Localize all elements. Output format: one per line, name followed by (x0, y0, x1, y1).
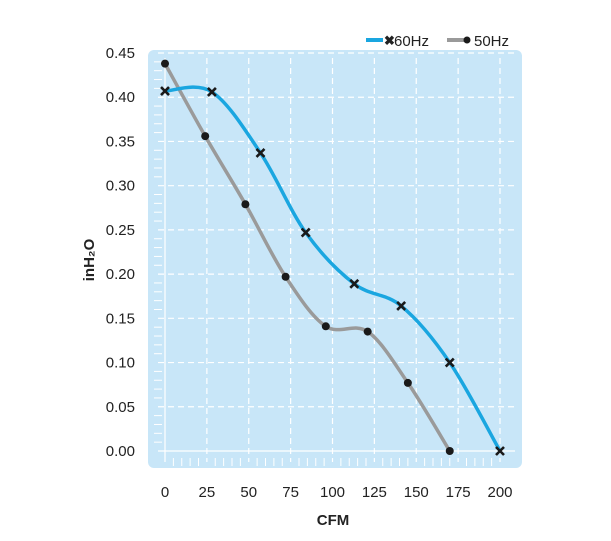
x-tick-label: 175 (446, 484, 471, 501)
y-tick-label: 0.00 (106, 443, 135, 460)
x-tick-label: 100 (320, 484, 345, 501)
legend-marker-60hz: ✖ (384, 33, 395, 48)
y-tick-label: 0.35 (106, 133, 135, 150)
data-point-50hz (403, 378, 412, 387)
data-point-50hz (363, 327, 372, 336)
data-point-50hz (161, 59, 169, 68)
data-point-60hz (206, 86, 217, 97)
x-tick-label: 25 (199, 484, 216, 501)
data-point-60hz (349, 278, 360, 289)
y-tick-label: 0.05 (106, 399, 135, 416)
y-tick-label: 0.25 (106, 222, 135, 239)
data-point-60hz (444, 357, 455, 368)
data-point-50hz (445, 447, 454, 455)
x-tick-label: 150 (404, 484, 429, 501)
y-tick-label: 0.30 (106, 178, 135, 195)
legend: ✖ 60Hz 50Hz (366, 33, 509, 50)
x-tick-label: 50 (240, 484, 257, 501)
legend-label-60hz: 60Hz (394, 33, 429, 50)
x-axis-label: CFM (317, 512, 350, 529)
y-tick-label: 0.20 (106, 266, 135, 283)
data-point-60hz (160, 86, 170, 96)
legend-label-50hz: 50Hz (474, 33, 509, 50)
x-tick-label: 125 (362, 484, 387, 501)
data-point-60hz (300, 227, 311, 238)
data-point-60hz (255, 148, 266, 158)
x-tick-label: 0 (161, 484, 169, 501)
y-tick-label: 0.45 (106, 45, 135, 62)
data-point-60hz (495, 446, 505, 456)
data-point-60hz (396, 301, 407, 311)
y-tick-label: 0.40 (106, 89, 135, 106)
data-point-50hz (201, 132, 210, 141)
plot-background (148, 50, 522, 468)
y-tick-label: 0.15 (106, 310, 135, 327)
y-tick-label: 0.10 (106, 355, 135, 372)
x-tick-label: 75 (282, 484, 299, 501)
data-point-50hz (241, 200, 250, 209)
data-point-50hz (281, 272, 290, 281)
y-axis-label: inH₂O (81, 238, 98, 281)
x-tick-label: 200 (487, 484, 512, 501)
data-point-50hz (321, 322, 330, 331)
legend-marker-50hz (463, 36, 471, 44)
